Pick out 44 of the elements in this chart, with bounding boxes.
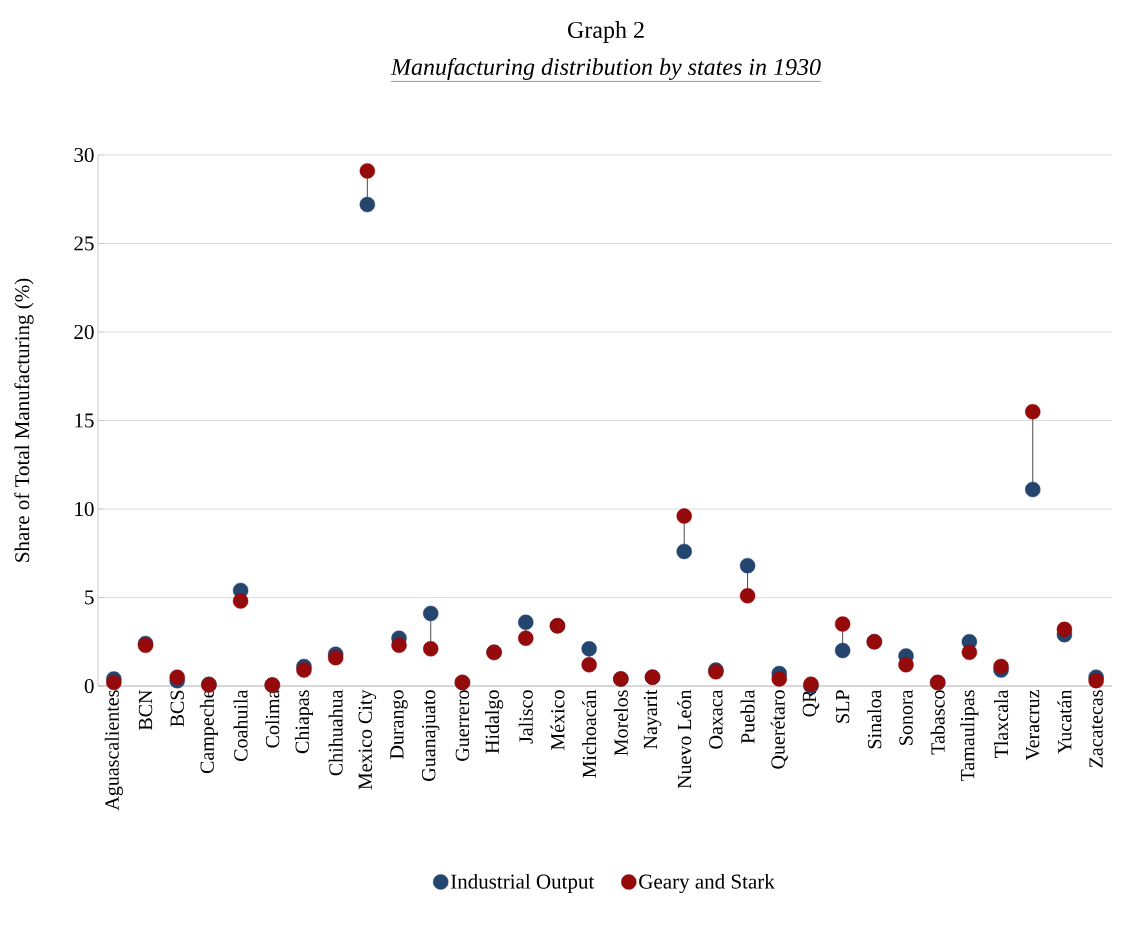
y-tick-label: 25 — [74, 236, 94, 251]
y-tick-label: 30 — [74, 147, 94, 163]
x-tick-label: Tamaulipas — [960, 690, 979, 782]
x-tick-label: Sonora — [899, 689, 913, 745]
x-tick-label: Aguascalientes — [104, 690, 123, 811]
x-tick-label: Nuevo León — [677, 689, 692, 789]
x-tick-label: QR — [802, 689, 820, 717]
x-tick-label: Tlaxcala — [994, 689, 1009, 759]
x-tick-label: Hidalgo — [484, 690, 504, 754]
chart-title: Graph 2 — [568, 21, 644, 43]
x-tick-label: Chiapas — [294, 690, 314, 754]
x-tick-label: Guanajuato — [421, 690, 440, 781]
y-tick-label: 20 — [74, 324, 94, 340]
legend-label: Industrial Output — [450, 873, 595, 893]
x-tick-label: Colima — [265, 689, 280, 748]
x-tick-label: México — [550, 690, 565, 751]
legend-label: Geary and Stark — [639, 873, 775, 894]
x-tick-label: Guerrero — [455, 690, 470, 761]
y-tick-label: 0 — [84, 678, 94, 694]
x-tick-label: SLP — [835, 690, 850, 723]
y-tick-label: 5 — [85, 590, 94, 605]
x-tick-label: Mexico City — [358, 689, 377, 790]
x-tick-label: Querétaro — [770, 690, 788, 769]
x-tick-label: Puebla — [740, 689, 755, 744]
x-tick-label: Chihuahua — [328, 689, 343, 776]
y-tick-label: 10 — [75, 501, 94, 517]
x-tick-label: Tabasco — [930, 690, 945, 755]
y-axis-title: Share of Total Manufacturing (%) — [14, 278, 34, 562]
x-tick-label: Sinaloa — [867, 689, 882, 749]
x-tick-label: Veracruz — [1026, 690, 1040, 761]
x-tick-label: BCS — [170, 690, 184, 727]
x-tick-label: Coahuila — [233, 689, 248, 761]
x-tick-label: Jalisco — [518, 690, 533, 744]
x-tick-label: Oaxaca — [709, 689, 723, 749]
x-tick-label: Yucatán — [1057, 689, 1072, 754]
x-tick-label: Durango — [390, 690, 408, 759]
x-tick-label: Zacatecas — [1089, 690, 1103, 768]
x-tick-label: Campeche — [199, 690, 218, 774]
x-tick-label: Nayarit — [643, 689, 662, 749]
y-tick-label: 15 — [75, 413, 94, 428]
x-tick-label: BCN — [138, 689, 153, 731]
chart-subtitle: Manufacturing distribution by states in 1930 — [390, 57, 821, 81]
x-tick-label: Morelos — [613, 690, 628, 756]
x-tick-label: Michoacán — [582, 689, 597, 778]
